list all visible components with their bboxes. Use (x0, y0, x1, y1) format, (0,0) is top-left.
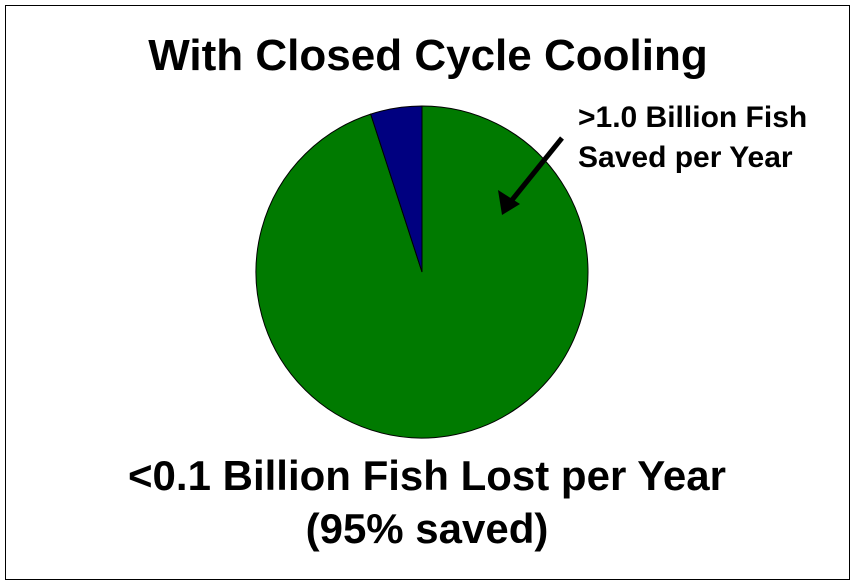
pie-slice (370, 105, 423, 273)
annotation-line: >1.0 Billion Fish (578, 101, 807, 134)
pie (255, 105, 589, 439)
annotation-line: Saved per Year (578, 141, 793, 174)
chart-title: With Closed Cycle Cooling (148, 31, 707, 80)
arrow-head (498, 190, 520, 215)
caption-line: (95% saved) (306, 505, 549, 552)
arrow-shaft (510, 136, 564, 202)
caption-line: <0.1 Billion Fish Lost per Year (128, 452, 726, 499)
